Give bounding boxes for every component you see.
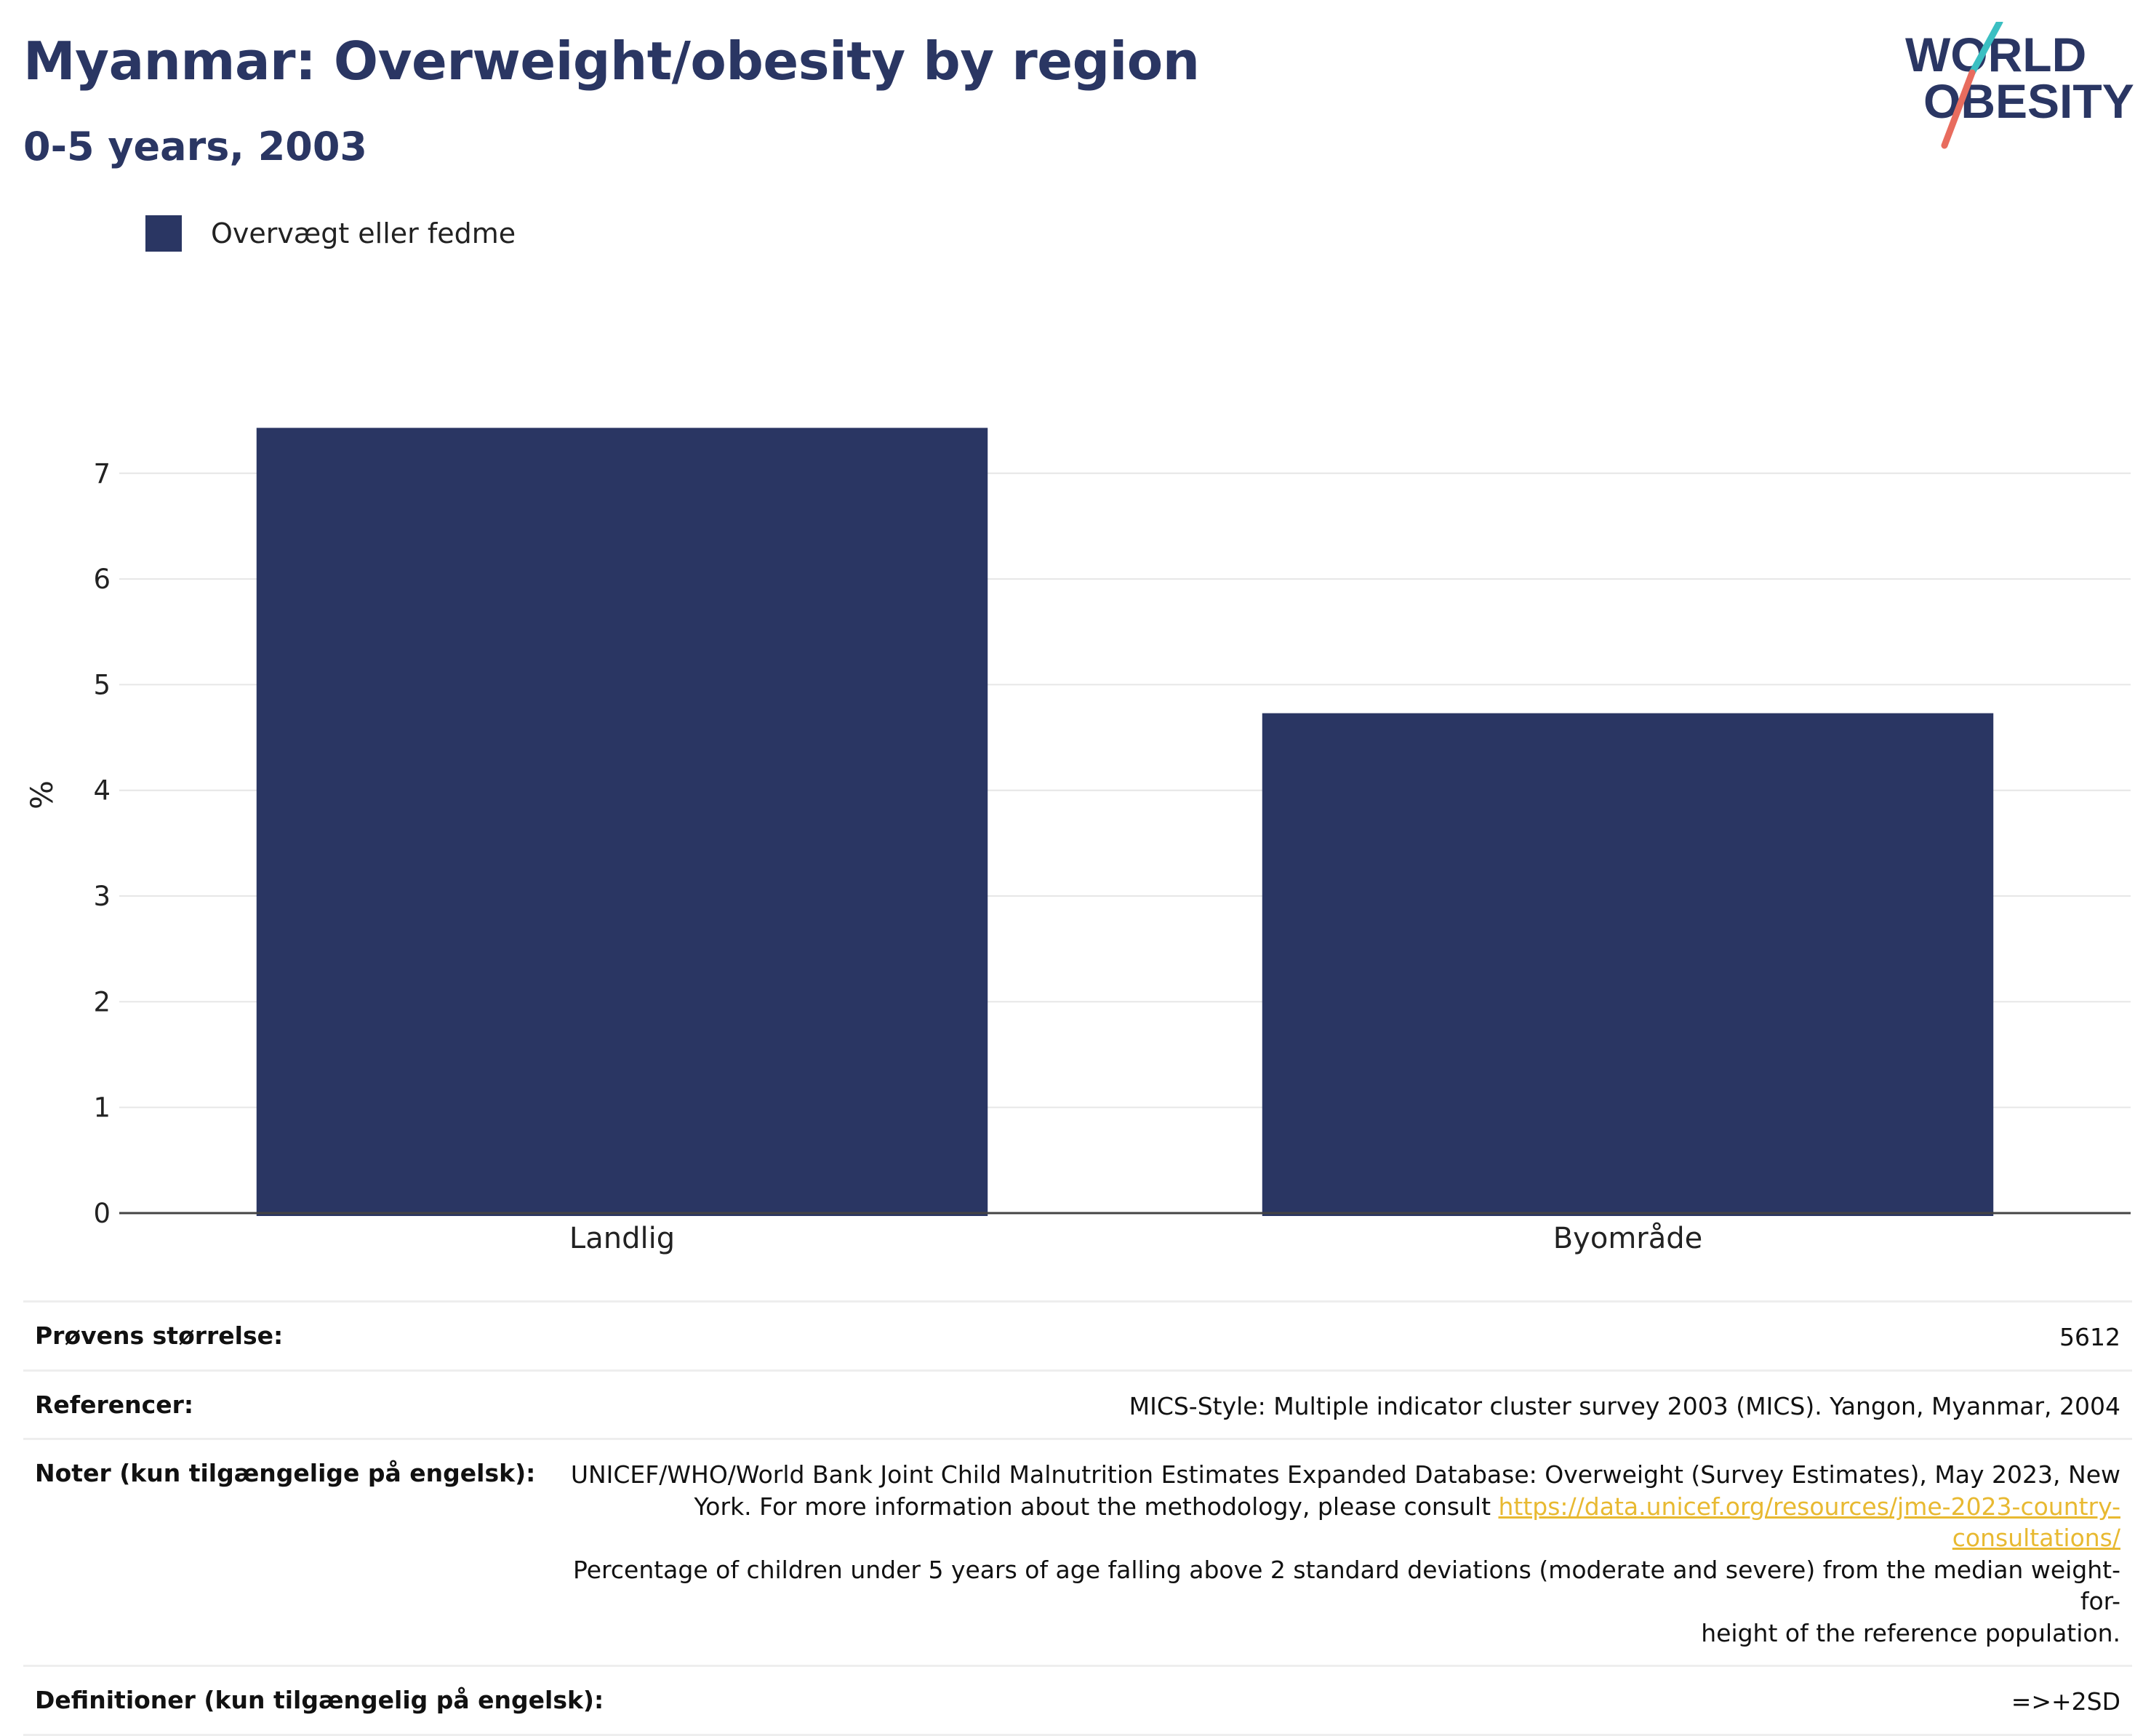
world-obesity-logo[interactable]: WORLD OBESITY	[1891, 22, 2138, 153]
y-axis-label: %	[24, 780, 60, 809]
info-table: Prøvens størrelse: 5612 Referencer: MICS…	[23, 1300, 2132, 1736]
y-tick-label: 4	[93, 775, 111, 807]
bar-chart: 0 1 2 3 4 5 6 7 Landlig Byområde%	[24, 428, 2131, 1255]
notes-value: UNICEF/WHO/World Bank Joint Child Malnut…	[564, 1459, 2120, 1649]
notes-label: Noter (kun tilgængelige på engelsk):	[35, 1459, 536, 1488]
methodology-link[interactable]: https://data.unicef.org/resources/jme-20…	[1498, 1492, 2121, 1553]
info-row-sample-size: Prøvens størrelse: 5612	[23, 1300, 2132, 1369]
info-row-notes: Noter (kun tilgængelige på engelsk): UNI…	[23, 1438, 2132, 1665]
logo-line-1: WORLD	[1905, 28, 2086, 81]
page-subtitle: 0-5 years, 2003	[23, 124, 368, 169]
logo-slash-top	[1968, 22, 2003, 76]
y-tick-label: 5	[93, 669, 111, 700]
y-tick-label: 0	[93, 1198, 111, 1229]
definitions-value: =>+2SD	[2011, 1687, 2120, 1716]
bar	[256, 428, 988, 1216]
page-title: Myanmar: Overweight/obesity by region	[23, 31, 1200, 92]
bar	[1262, 713, 1994, 1216]
logo-slash-bottom	[1941, 69, 1976, 149]
notes-line-2: York. For more information about the met…	[694, 1492, 1499, 1521]
y-tick-label: 6	[93, 564, 111, 595]
legend-swatch	[145, 215, 182, 252]
legend-label: Overvægt eller fedme	[211, 217, 516, 249]
sample-size-value: 5612	[2059, 1323, 2120, 1351]
notes-line-4: height of the reference population.	[1701, 1618, 2120, 1647]
y-tick-label: 7	[93, 458, 111, 489]
definitions-label: Definitioner (kun tilgængelig på engelsk…	[35, 1686, 604, 1715]
y-tick-label: 1	[93, 1092, 111, 1124]
x-tick-label: Byområde	[1553, 1222, 1703, 1255]
info-row-definitions: Definitioner (kun tilgængelig på engelsk…	[23, 1665, 2132, 1736]
y-tick-label: 2	[93, 986, 111, 1017]
x-tick-label: Landlig	[569, 1222, 675, 1255]
sample-size-label: Prøvens størrelse:	[35, 1321, 284, 1350]
notes-line-3: Percentage of children under 5 years of …	[573, 1555, 2120, 1616]
chart-legend[interactable]: Overvægt eller fedme	[145, 215, 516, 252]
notes-line-1: UNICEF/WHO/World Bank Joint Child Malnut…	[570, 1460, 2120, 1489]
y-tick-label: 3	[93, 881, 111, 912]
references-value: MICS-Style: Multiple indicator cluster s…	[1129, 1391, 2120, 1420]
references-label: Referencer:	[35, 1390, 194, 1419]
info-row-references: Referencer: MICS-Style: Multiple indicat…	[23, 1369, 2132, 1439]
